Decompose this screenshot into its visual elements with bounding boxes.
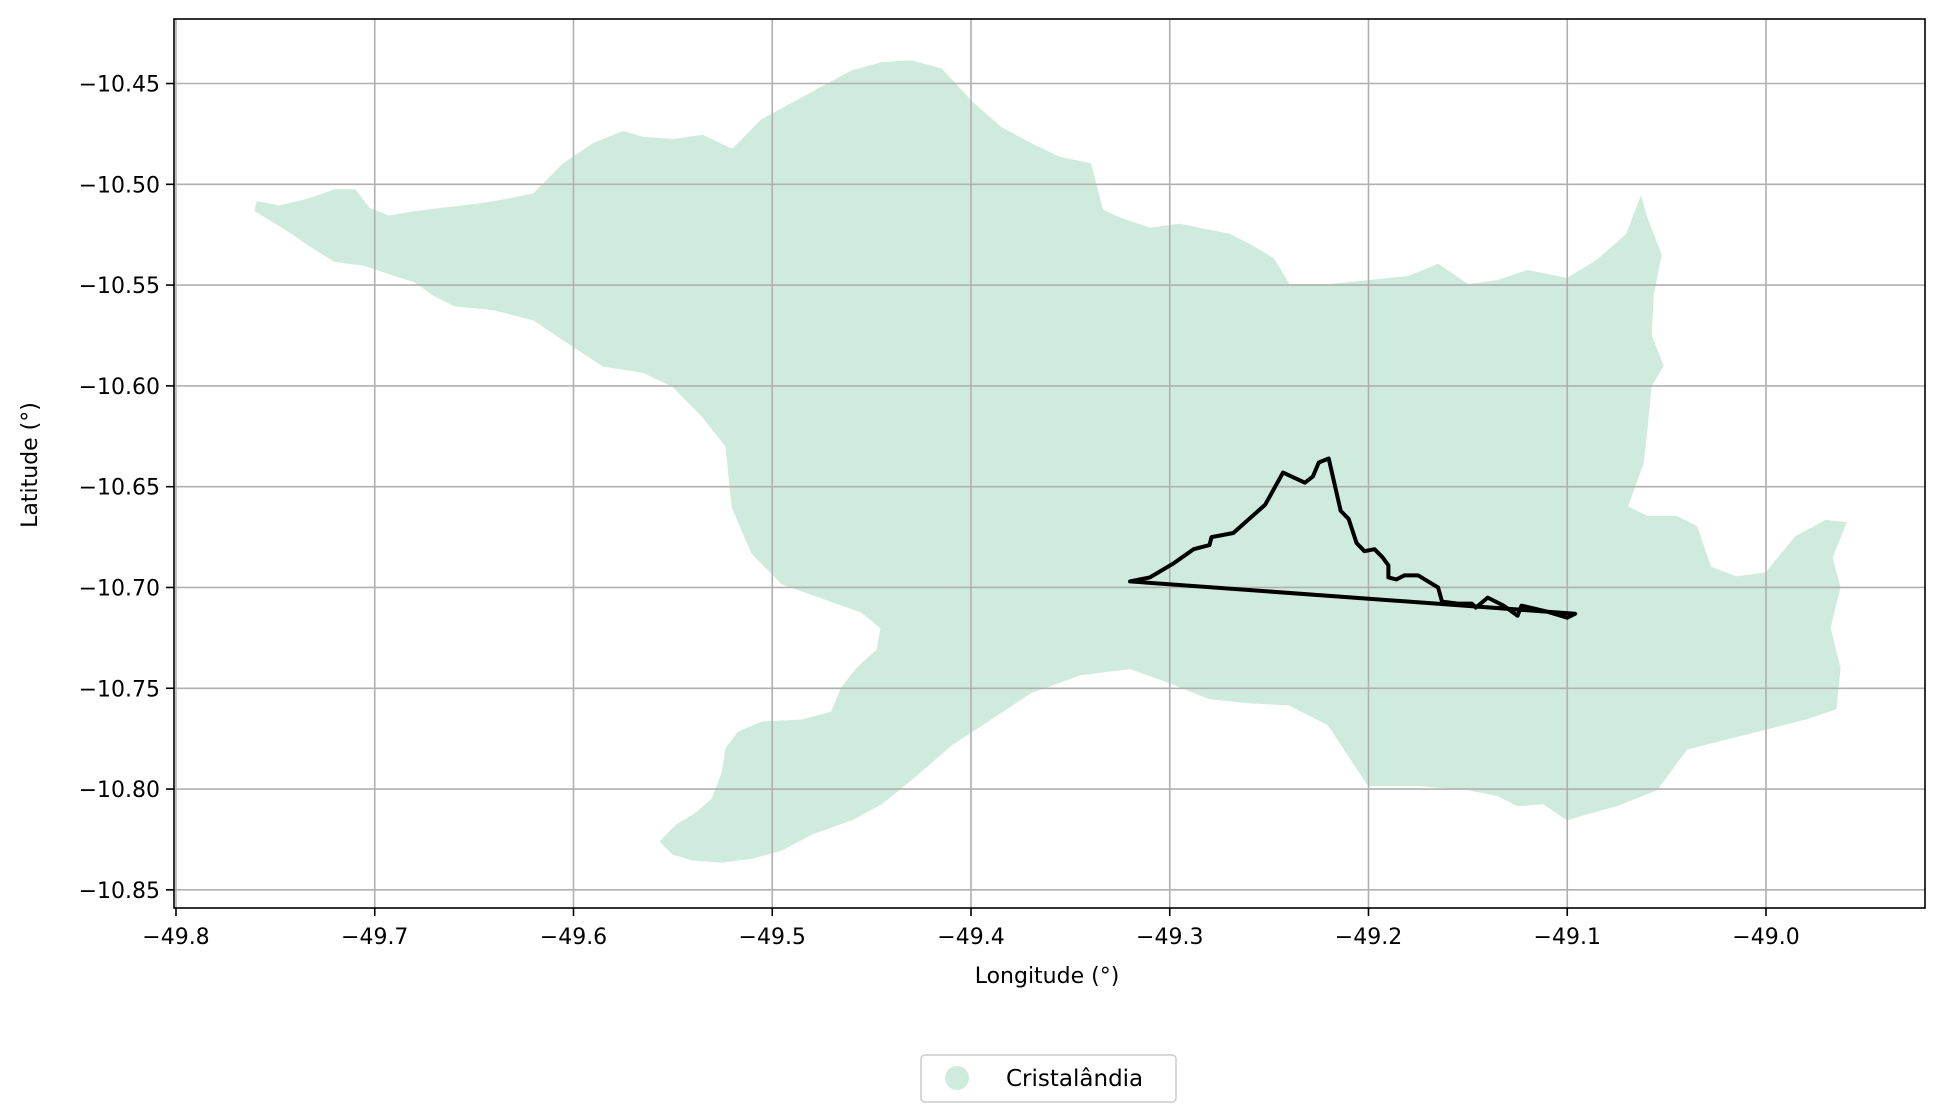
region-layer [254,60,1847,863]
x-tick-label: −49.3 [1136,925,1203,950]
x-tick-label: −49.1 [1534,925,1601,950]
y-tick-label: −10.75 [79,677,160,702]
x-axis-title: Longitude (°) [975,964,1120,989]
x-tick-label: −49.6 [540,925,607,950]
y-axis-title: Latitude (°) [18,402,43,528]
y-tick-label: −10.80 [79,778,160,803]
axes-frame [173,18,1926,909]
y-axis: −10.45 −10.50 −10.55 −10.60 −10.65 −10.70 −10.… [79,73,174,904]
region-cristalandia [254,60,1847,863]
y-tick-label: −10.65 [79,476,160,501]
urban-area-outline [1128,456,1578,620]
legend: Cristalândia [920,1054,1177,1103]
y-tick-label: −10.45 [79,73,160,98]
x-tick-label: −49.7 [341,925,408,950]
grid-layer [174,19,1925,908]
highlight-layer [1128,456,1578,620]
plot-area [173,18,1926,909]
x-tick-label: −49.5 [739,925,806,950]
y-tick-label: −10.60 [79,375,160,400]
y-tick-label: −10.55 [79,274,160,299]
y-tick-label: −10.50 [79,173,160,198]
x-tick-label: −49.8 [142,925,209,950]
y-tick-label: −10.85 [79,879,160,904]
x-tick-label: −49.2 [1335,925,1402,950]
x-tick-label: −49.4 [937,925,1004,950]
x-axis: −49.8 −49.7 −49.6 −49.5 −49.4 −49.3 −49.2 −49.1… [142,908,1800,950]
y-tick-label: −10.70 [79,576,160,601]
legend-box [920,1054,1177,1103]
x-tick-label: −49.0 [1732,925,1799,950]
legend-marker [945,1066,969,1090]
legend-label-cristalandia: Cristalândia [1006,1066,1143,1092]
